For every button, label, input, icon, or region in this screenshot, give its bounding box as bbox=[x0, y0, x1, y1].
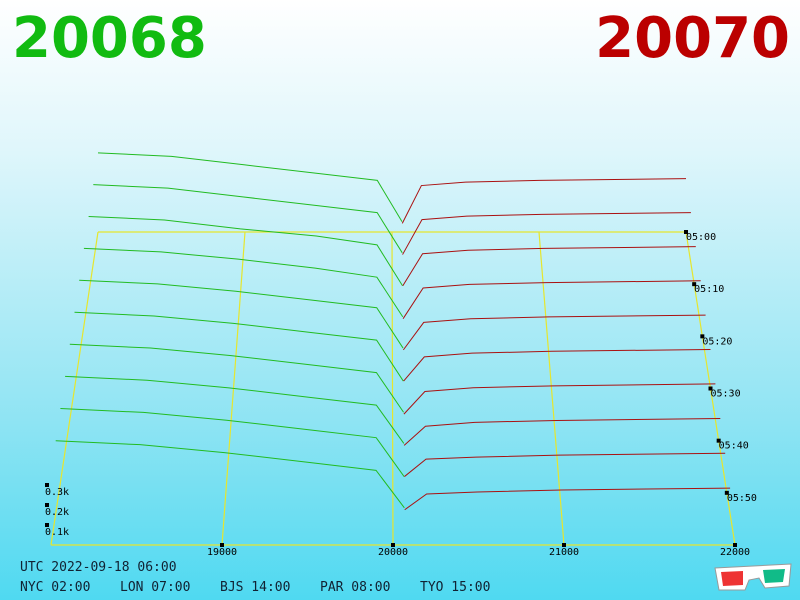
tick-mark bbox=[45, 503, 49, 507]
grid-line bbox=[538, 231, 565, 546]
bid-depth-line bbox=[55, 440, 405, 509]
ask-depth-line bbox=[403, 418, 721, 446]
x-tick-label: 19000 bbox=[207, 547, 237, 558]
utc-time: UTC 2022-09-18 06:00 bbox=[20, 560, 177, 575]
ask-price: 20070 bbox=[595, 6, 790, 71]
ask-depth-line bbox=[403, 383, 716, 415]
time-tick-label: 05:30 bbox=[711, 389, 741, 400]
city-clock: LON 07:00 bbox=[120, 580, 191, 595]
x-tick-label: 21000 bbox=[549, 547, 579, 558]
floor-edge bbox=[50, 231, 99, 546]
ask-depth-line bbox=[402, 246, 696, 286]
city-clock: TYO 15:00 bbox=[420, 580, 491, 595]
ask-depth-line bbox=[404, 452, 726, 477]
depth-tick-label: 0.2k bbox=[45, 507, 69, 518]
bid-depth-line bbox=[88, 215, 403, 286]
tick-mark bbox=[45, 483, 49, 487]
grid-line bbox=[391, 231, 394, 546]
bid-depth-line bbox=[74, 311, 404, 382]
tick-mark bbox=[724, 490, 729, 495]
tick-mark bbox=[733, 543, 737, 547]
tick-mark bbox=[45, 523, 49, 527]
depth-tick-label: 0.3k bbox=[45, 487, 69, 498]
ask-depth-line bbox=[402, 314, 706, 351]
ask-depth-line bbox=[402, 212, 691, 255]
tick-mark bbox=[562, 543, 566, 547]
bid-depth-line bbox=[93, 184, 403, 254]
time-tick-label: 05:00 bbox=[686, 232, 716, 243]
city-clock: NYC 02:00 bbox=[20, 580, 91, 595]
tick-mark bbox=[716, 438, 721, 443]
bid-depth-line bbox=[97, 152, 403, 222]
time-tick-label: 05:10 bbox=[694, 284, 724, 295]
bid-depth-line bbox=[69, 343, 404, 413]
bid-depth-line bbox=[60, 408, 405, 477]
3d-glasses-button[interactable] bbox=[713, 560, 793, 596]
city-clock: BJS 14:00 bbox=[220, 580, 291, 595]
bid-depth-line bbox=[79, 279, 404, 349]
ask-depth-line bbox=[401, 178, 687, 224]
ask-depth-line bbox=[404, 487, 731, 511]
time-tick-label: 05:50 bbox=[727, 493, 757, 504]
ask-depth-line bbox=[402, 280, 701, 319]
bid-price: 20068 bbox=[12, 6, 207, 71]
tick-mark bbox=[692, 282, 697, 287]
depth-tick-label: 0.1k bbox=[45, 527, 69, 538]
bid-depth-line bbox=[65, 375, 405, 444]
city-clock: PAR 08:00 bbox=[320, 580, 391, 595]
tick-mark bbox=[708, 386, 713, 391]
time-tick-label: 05:40 bbox=[719, 441, 749, 452]
bid-depth-line bbox=[83, 247, 404, 318]
tick-mark bbox=[220, 543, 224, 547]
depth-chart: 19000 20000 21000 22000 05:00 05:10 05:20 05:30… bbox=[45, 152, 757, 558]
x-tick-label: 22000 bbox=[720, 547, 750, 558]
x-tick-label: 20000 bbox=[378, 547, 408, 558]
tick-mark bbox=[391, 543, 395, 547]
time-tick-label: 05:20 bbox=[702, 336, 732, 347]
tick-mark bbox=[684, 230, 688, 234]
tick-mark bbox=[700, 334, 705, 339]
ask-depth-line bbox=[403, 348, 711, 382]
